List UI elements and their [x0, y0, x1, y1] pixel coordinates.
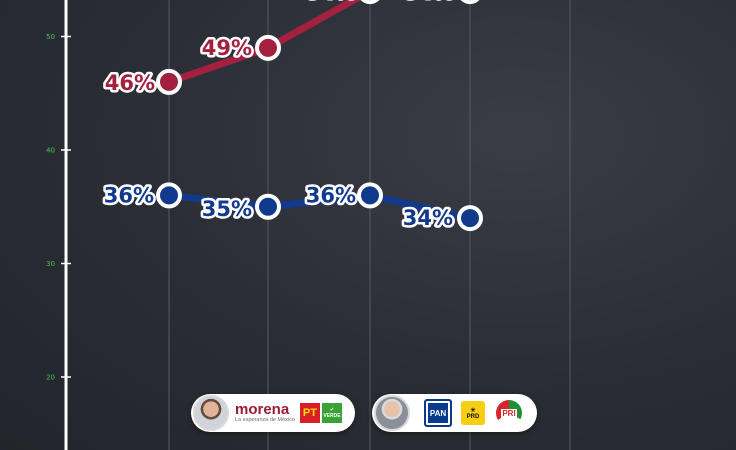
y-tick-label-20: 20	[46, 374, 55, 382]
verde-logo-text: VERDE	[323, 413, 341, 419]
prd-logo: ☀ PRD	[461, 401, 485, 425]
alianza-data-label-3: 34%	[403, 206, 453, 230]
pan-logo: PAN	[424, 399, 452, 427]
y-tick-label-40: 40	[46, 147, 55, 155]
morena-tagline: La esperanza de México	[235, 417, 295, 424]
legend-alianza: PAN ☀ PRD PRI	[372, 394, 537, 432]
alianza-data-label-2: 36%	[306, 183, 356, 207]
morena-series-line	[165, 0, 362, 86]
candidate-morena-avatar	[193, 395, 229, 431]
alianza-point-2	[357, 182, 383, 209]
prd-sun-icon: ☀	[470, 407, 476, 414]
morena-point-2	[360, 0, 380, 5]
morena-wordmark: morena	[235, 401, 290, 419]
alianza-data-label-1: 35%	[202, 197, 252, 221]
y-tick-label-50: 50	[46, 33, 55, 41]
alianza-series-line	[165, 191, 474, 222]
pri-logo: PRI	[496, 400, 522, 426]
morena-data-label-3: 54%	[404, 0, 454, 3]
morena-logo: morena La esperanza de México	[235, 402, 295, 424]
pt-logo: PT	[299, 403, 320, 423]
alianza-data-label-0: 36%	[104, 183, 154, 207]
y-tick-label-30: 30	[46, 260, 55, 268]
verde-logo: ✔ VERDE	[321, 403, 342, 423]
pri-logo-text: PRI	[501, 408, 517, 418]
legend-morena: morena La esperanza de México PT ✔ VERDE	[191, 394, 355, 432]
alianza-point-0	[156, 182, 182, 209]
morena-data-label-0: 46%	[105, 71, 155, 95]
candidate-alianza-avatar	[374, 395, 410, 431]
morena-data-label-2: 54%	[306, 0, 356, 3]
alianza-point-1	[255, 193, 281, 220]
verde-logo-icon: ✔	[329, 407, 335, 413]
prd-logo-text: PRD	[466, 413, 480, 420]
morena-data-label-1: 49%	[202, 36, 252, 60]
morena-point-3	[460, 0, 480, 5]
morena-point-0	[156, 68, 182, 95]
alianza-point-3	[457, 205, 483, 232]
morena-point-1	[255, 34, 281, 61]
